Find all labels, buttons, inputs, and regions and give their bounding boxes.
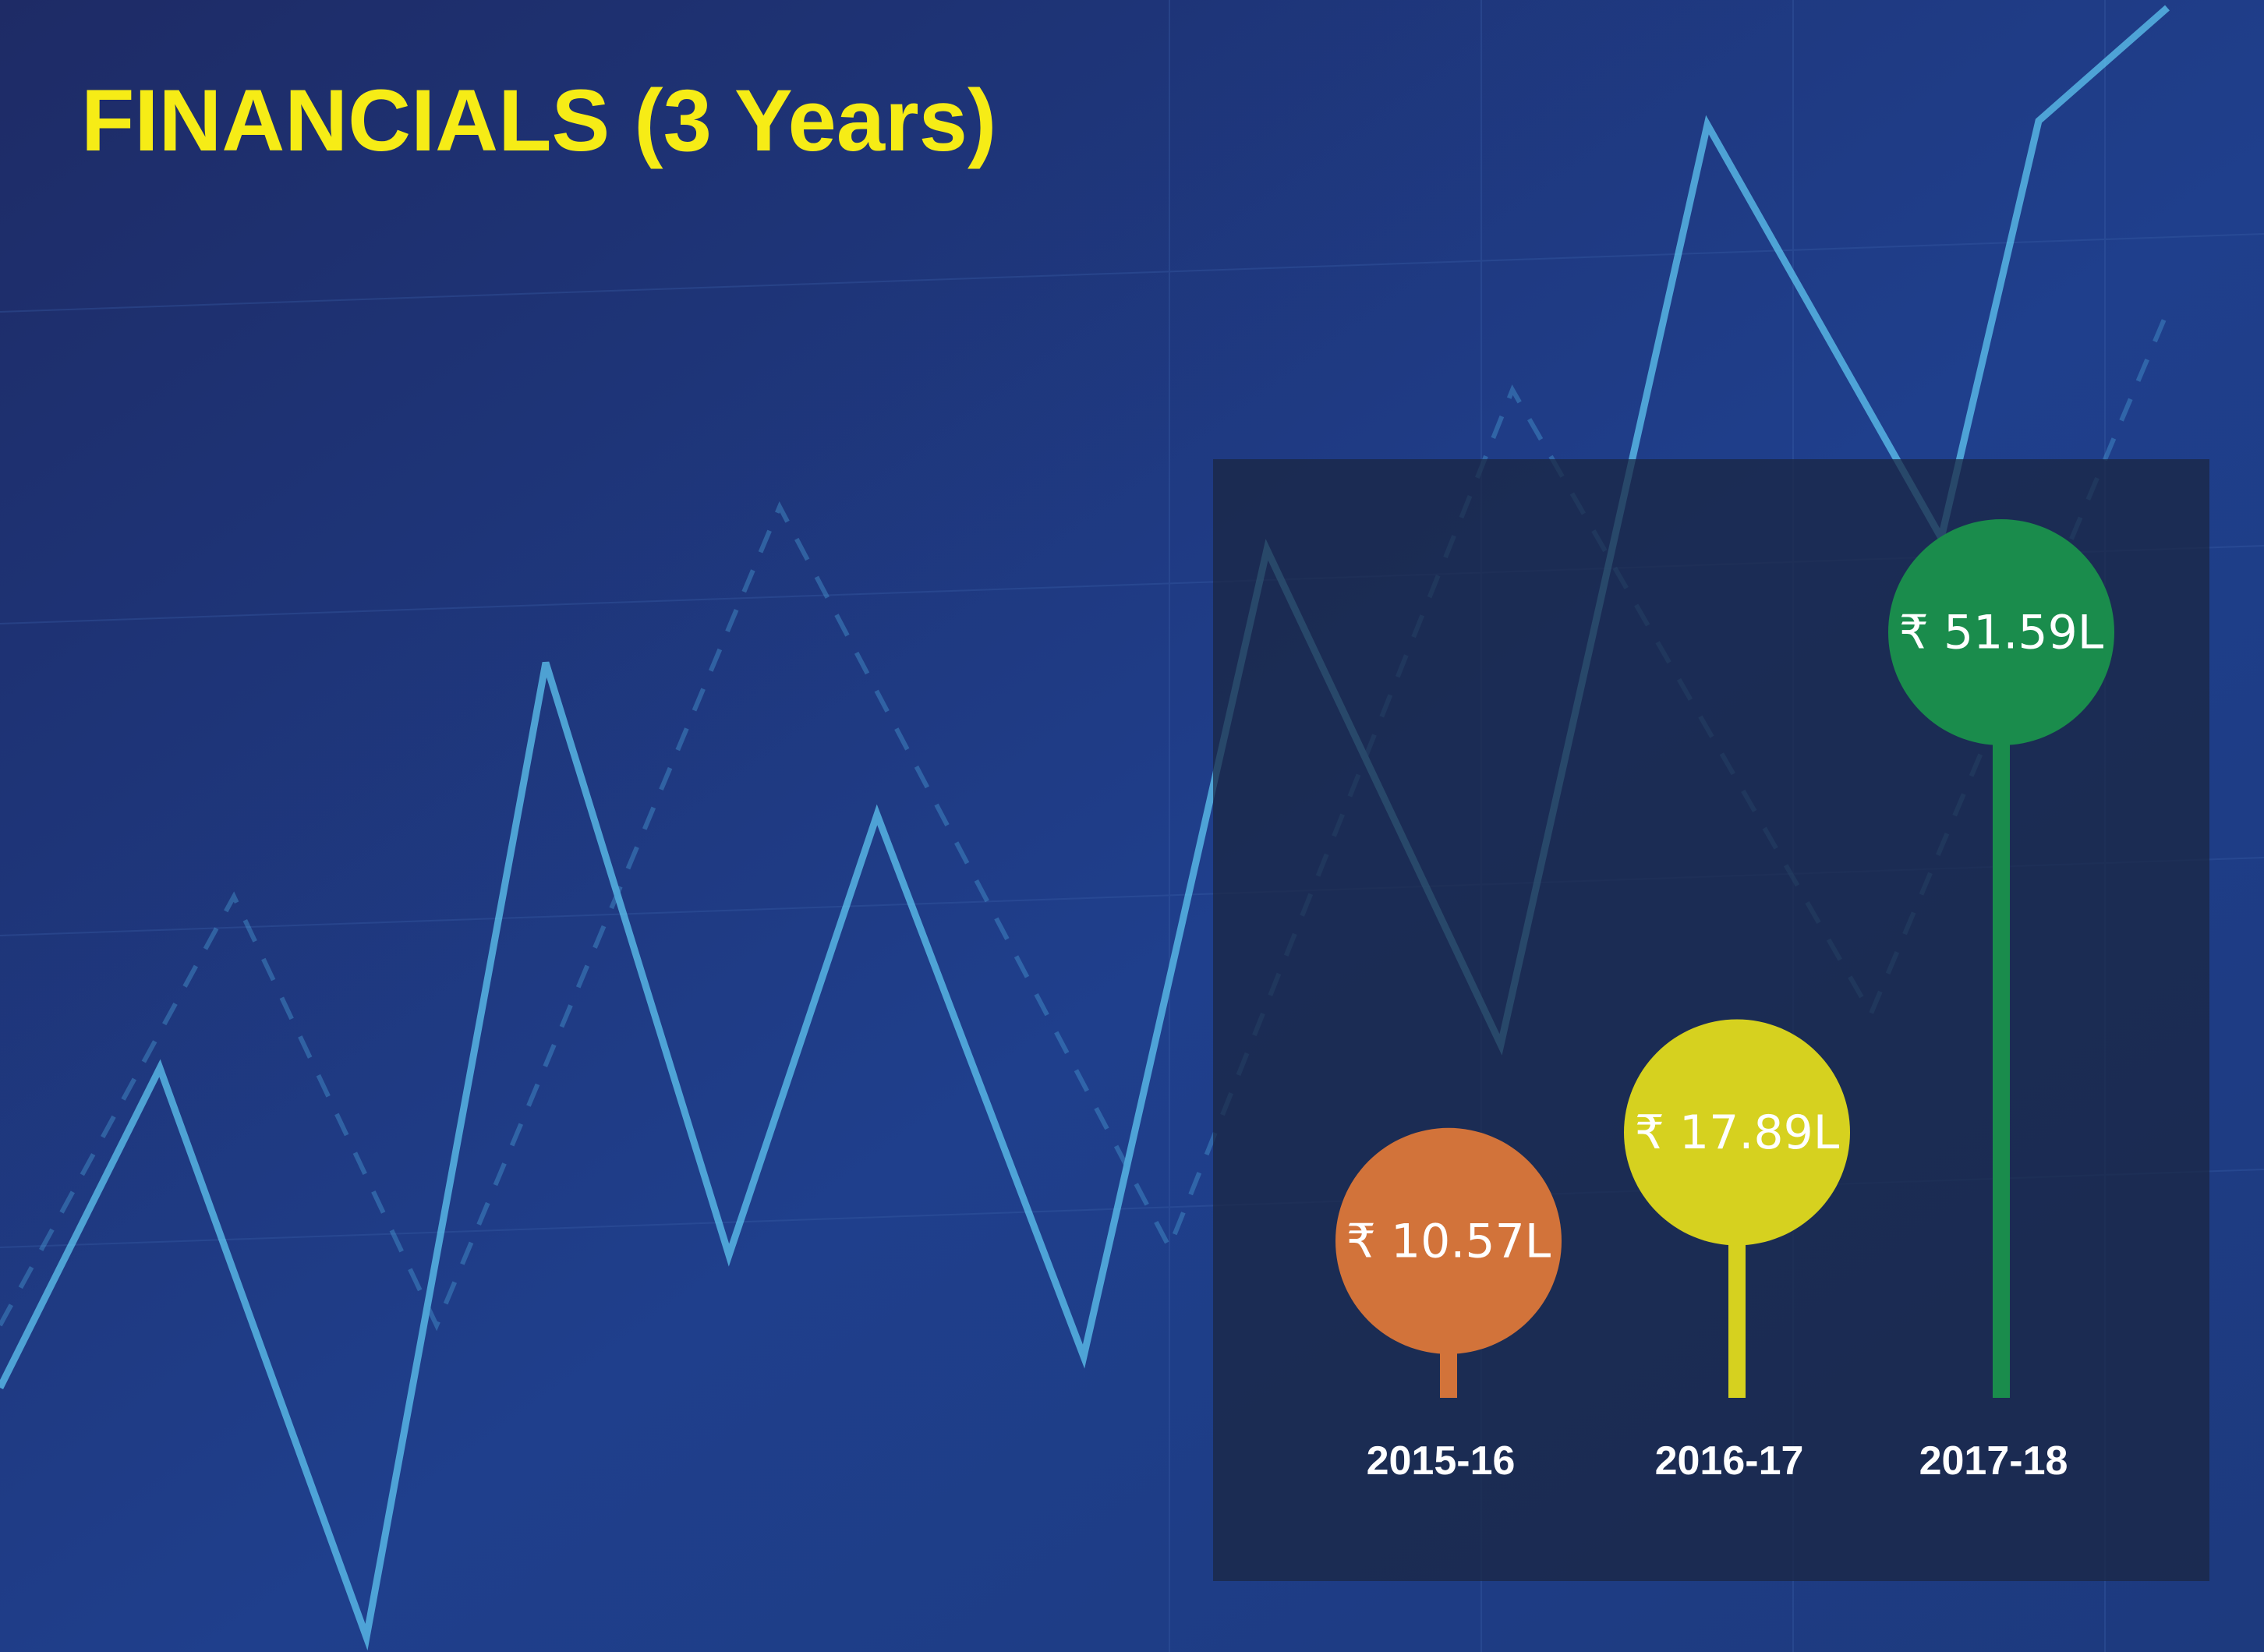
chart-title: FINANCIALS (3 Years): [81, 72, 996, 169]
stem: [1993, 632, 2010, 1398]
lollipop-head: [1888, 519, 2114, 745]
x-tick-label: 2017-18: [1919, 1438, 2068, 1484]
lollipop-head: [1624, 1019, 1850, 1246]
plot-area: ₹ 10.57L 2015-16 ₹ 17.89L 2016-17 ₹ 51.59L 20…: [1335, 519, 2114, 1484]
value-label: ₹ 10.57L: [1346, 1214, 1551, 1268]
x-tick-label: 2016-17: [1655, 1438, 1804, 1484]
lollipop-head: [1335, 1127, 1562, 1354]
value-label: ₹ 51.59L: [1899, 606, 2104, 660]
x-tick-label: 2015-16: [1367, 1438, 1516, 1484]
value-label: ₹ 17.89L: [1635, 1105, 1840, 1160]
